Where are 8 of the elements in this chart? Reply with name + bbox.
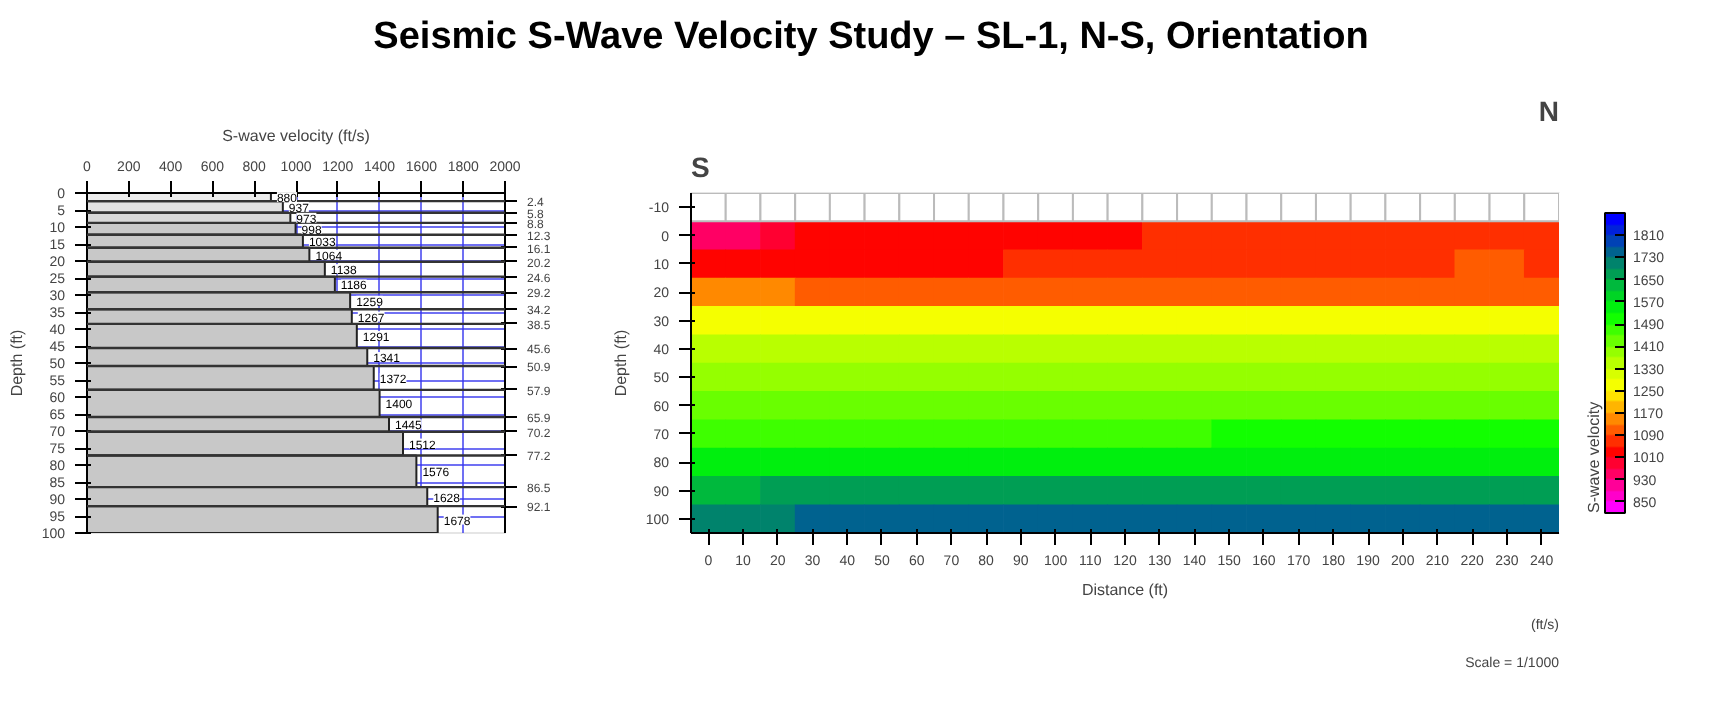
y-axis-title: Depth (ft) [7,328,26,397]
y-axis-title: Depth (ft) [611,328,630,397]
text: N [1538,95,1560,127]
color-bar-title: S-wave velocity [1585,401,1603,513]
x-axis-title: Distance (ft) [1081,581,1169,599]
x-axis-title: S-wave velocity (ft/s) [222,127,371,145]
text: S [691,151,710,183]
text: Seismic S-Wave Velocity Study – SL-1, N-S, Orientation [373,16,1369,58]
